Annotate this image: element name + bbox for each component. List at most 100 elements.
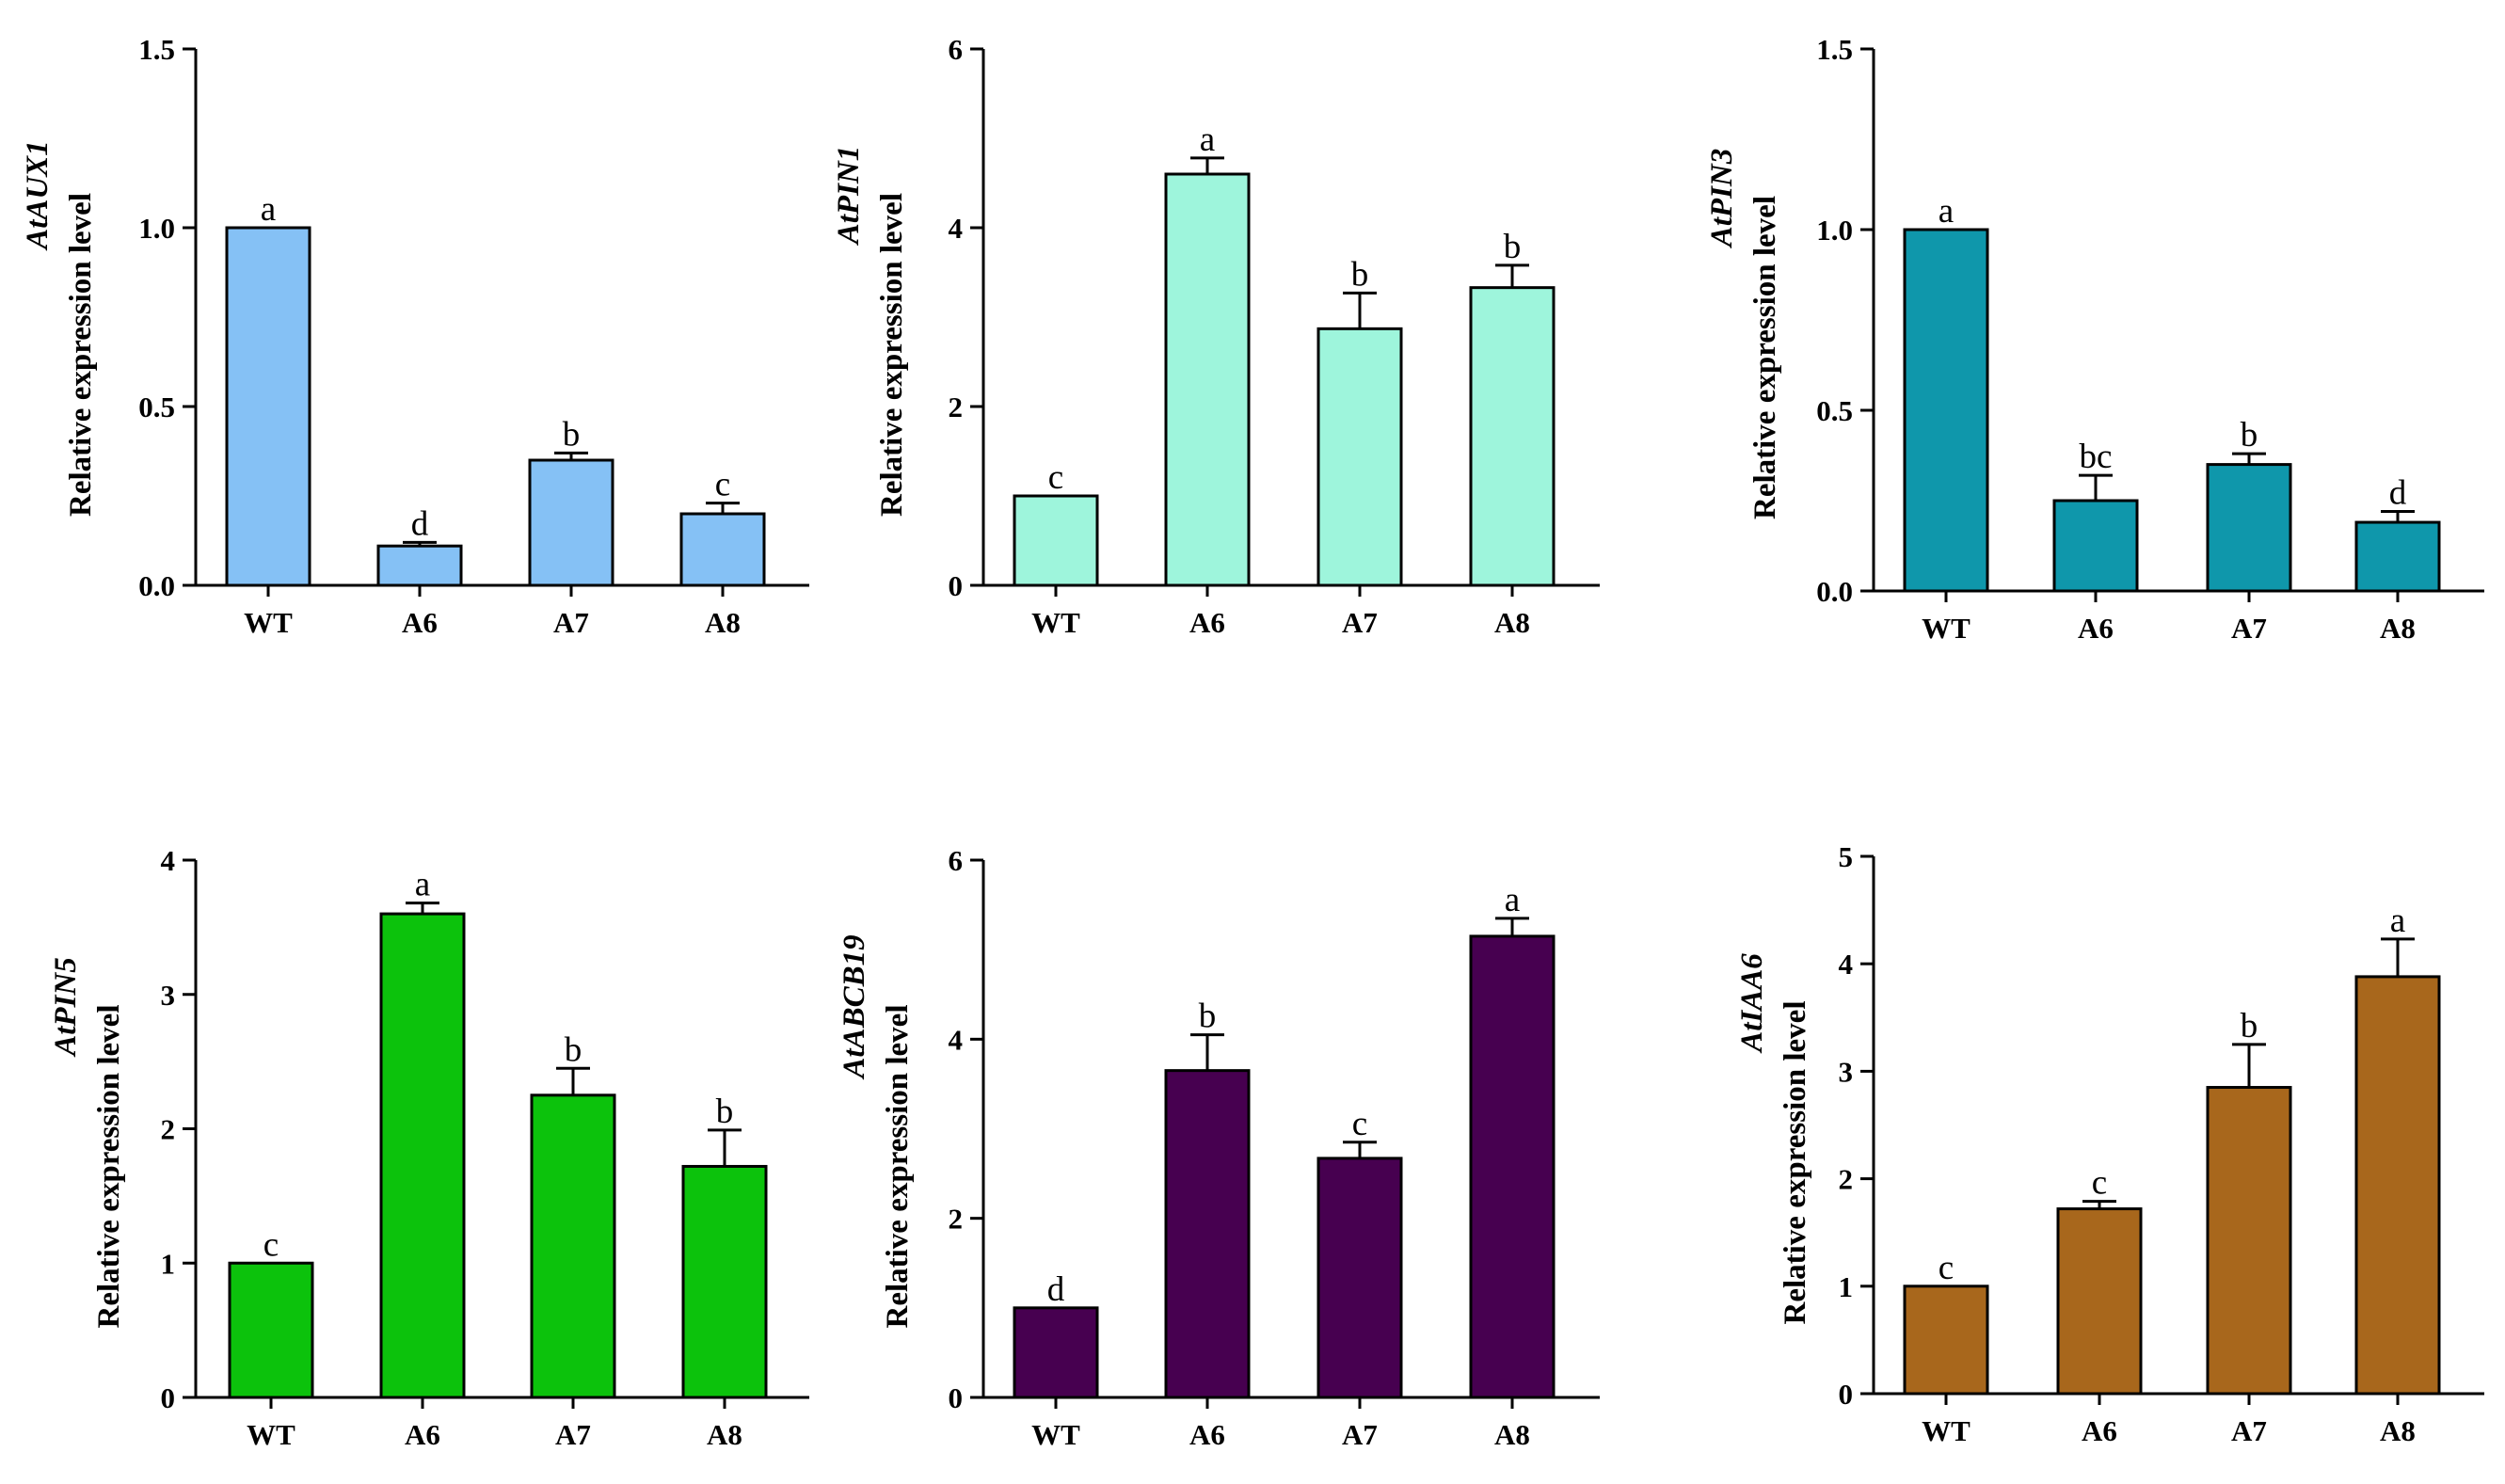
significance-label-wt: c	[263, 1225, 279, 1264]
x-tick-label-a6: A6	[2082, 1414, 2117, 1447]
significance-label-a7: b	[563, 415, 581, 454]
significance-label-a8: a	[2390, 902, 2405, 940]
y-tick-label: 1.0	[138, 212, 175, 245]
bar-a6	[2056, 1207, 2143, 1396]
y-axis-label: Relative expression level	[92, 1005, 126, 1329]
bar-a7	[1316, 327, 1403, 587]
significance-label-wt: a	[1939, 192, 1954, 231]
significance-label-wt: c	[1048, 458, 1063, 497]
x-tick-label-a7: A7	[1342, 606, 1378, 639]
x-tick-label-a7: A7	[553, 606, 589, 639]
y-tick-label: 5	[1839, 840, 1854, 873]
y-tick-label: 6	[949, 844, 964, 877]
x-tick-label-wt: WT	[247, 1418, 295, 1451]
y-axis-gene-label: AtPIN5	[49, 957, 83, 1058]
y-axis-label: Relative expression level	[881, 1005, 915, 1329]
significance-label-a6: d	[411, 504, 429, 543]
bar-wt	[1903, 1285, 1989, 1396]
y-tick-label: 0.0	[138, 569, 175, 602]
y-tick-label: 0.5	[1816, 394, 1853, 427]
significance-label-wt: d	[1047, 1270, 1065, 1309]
significance-label-a6: a	[1200, 120, 1215, 159]
bar-wt	[1903, 228, 1989, 593]
y-axis-gene-label: AtIAA6	[1735, 953, 1769, 1054]
y-axis-label: Relative expression level	[1748, 196, 1782, 519]
significance-label-a8: b	[716, 1093, 734, 1131]
x-tick-label-wt: WT	[244, 606, 293, 639]
significance-label-a8: a	[1505, 881, 1520, 919]
y-axis-gene-label: AtPIN3	[1705, 149, 1739, 249]
x-tick-label-wt: WT	[1922, 1414, 1970, 1447]
y-tick-label: 6	[949, 33, 964, 66]
y-tick-label: 3	[1839, 1055, 1854, 1088]
y-tick-label: 4	[1839, 948, 1854, 981]
bar-a7	[2206, 1086, 2292, 1396]
y-tick-label: 3	[161, 979, 176, 1012]
x-tick-label-a6: A6	[1189, 1418, 1225, 1451]
bar-a6	[379, 912, 466, 1399]
x-tick-label-wt: WT	[1031, 606, 1080, 639]
y-tick-label: 2	[949, 391, 964, 423]
significance-label-a8: b	[1504, 228, 1522, 266]
bar-wt	[225, 226, 311, 587]
bar-wt	[1013, 494, 1099, 587]
significance-label-a6: bc	[2080, 438, 2113, 476]
bar-wt	[228, 1261, 314, 1399]
y-tick-label: 4	[949, 212, 964, 245]
x-tick-label-wt: WT	[1031, 1418, 1080, 1451]
bar-a8	[2354, 975, 2441, 1396]
x-tick-label-a8: A8	[2380, 612, 2416, 645]
x-tick-label-a6: A6	[405, 1418, 440, 1451]
significance-label-a6: a	[415, 866, 430, 904]
significance-label-a6: c	[2092, 1164, 2107, 1203]
significance-label-a7: c	[1352, 1105, 1367, 1143]
x-tick-label-a8: A8	[707, 1418, 742, 1451]
x-tick-label-a6: A6	[2078, 612, 2114, 645]
y-tick-label: 2	[949, 1203, 964, 1236]
significance-label-wt: a	[261, 190, 276, 229]
y-tick-label: 1	[161, 1247, 176, 1280]
y-tick-label: 1	[1839, 1270, 1854, 1303]
x-tick-label-a7: A7	[2231, 1414, 2267, 1447]
y-tick-label: 2	[161, 1113, 176, 1146]
bar-a7	[2206, 463, 2292, 593]
x-tick-label-wt: WT	[1922, 612, 1970, 645]
x-tick-label-a6: A6	[1189, 606, 1225, 639]
significance-label-a7: b	[1351, 255, 1369, 294]
x-tick-label-a7: A7	[555, 1418, 591, 1451]
x-tick-label-a7: A7	[2231, 612, 2267, 645]
y-tick-label: 0	[161, 1381, 176, 1414]
y-tick-label: 1.5	[138, 33, 175, 66]
y-tick-label: 4	[161, 844, 176, 877]
y-tick-label: 0.0	[1816, 575, 1853, 608]
bar-a8	[681, 1164, 768, 1399]
y-tick-label: 1.0	[1816, 214, 1853, 247]
bar-a7	[530, 1093, 616, 1399]
y-tick-label: 0	[1839, 1378, 1854, 1411]
y-axis-gene-label: AtAUX1	[21, 140, 55, 251]
y-tick-label: 4	[949, 1023, 964, 1056]
x-tick-label-a8: A8	[1494, 606, 1530, 639]
y-axis-gene-label: AtPIN1	[832, 146, 866, 247]
significance-label-a8: d	[2389, 474, 2407, 513]
y-tick-label: 0.5	[138, 391, 175, 423]
y-tick-label: 2	[1839, 1163, 1854, 1196]
significance-label-a7: b	[2241, 416, 2258, 455]
significance-label-a8: c	[715, 466, 730, 504]
y-axis-gene-label: AtABCB19	[838, 934, 871, 1079]
significance-label-a7: b	[565, 1030, 582, 1069]
significance-label-wt: c	[1939, 1249, 1954, 1287]
y-tick-label: 1.5	[1816, 33, 1853, 66]
significance-label-a6: b	[1199, 997, 1217, 1036]
y-axis-label: Relative expression level	[875, 193, 909, 517]
y-tick-label: 0	[949, 569, 964, 602]
x-tick-label-a8: A8	[1494, 1418, 1530, 1451]
significance-label-a7: b	[2241, 1007, 2258, 1045]
